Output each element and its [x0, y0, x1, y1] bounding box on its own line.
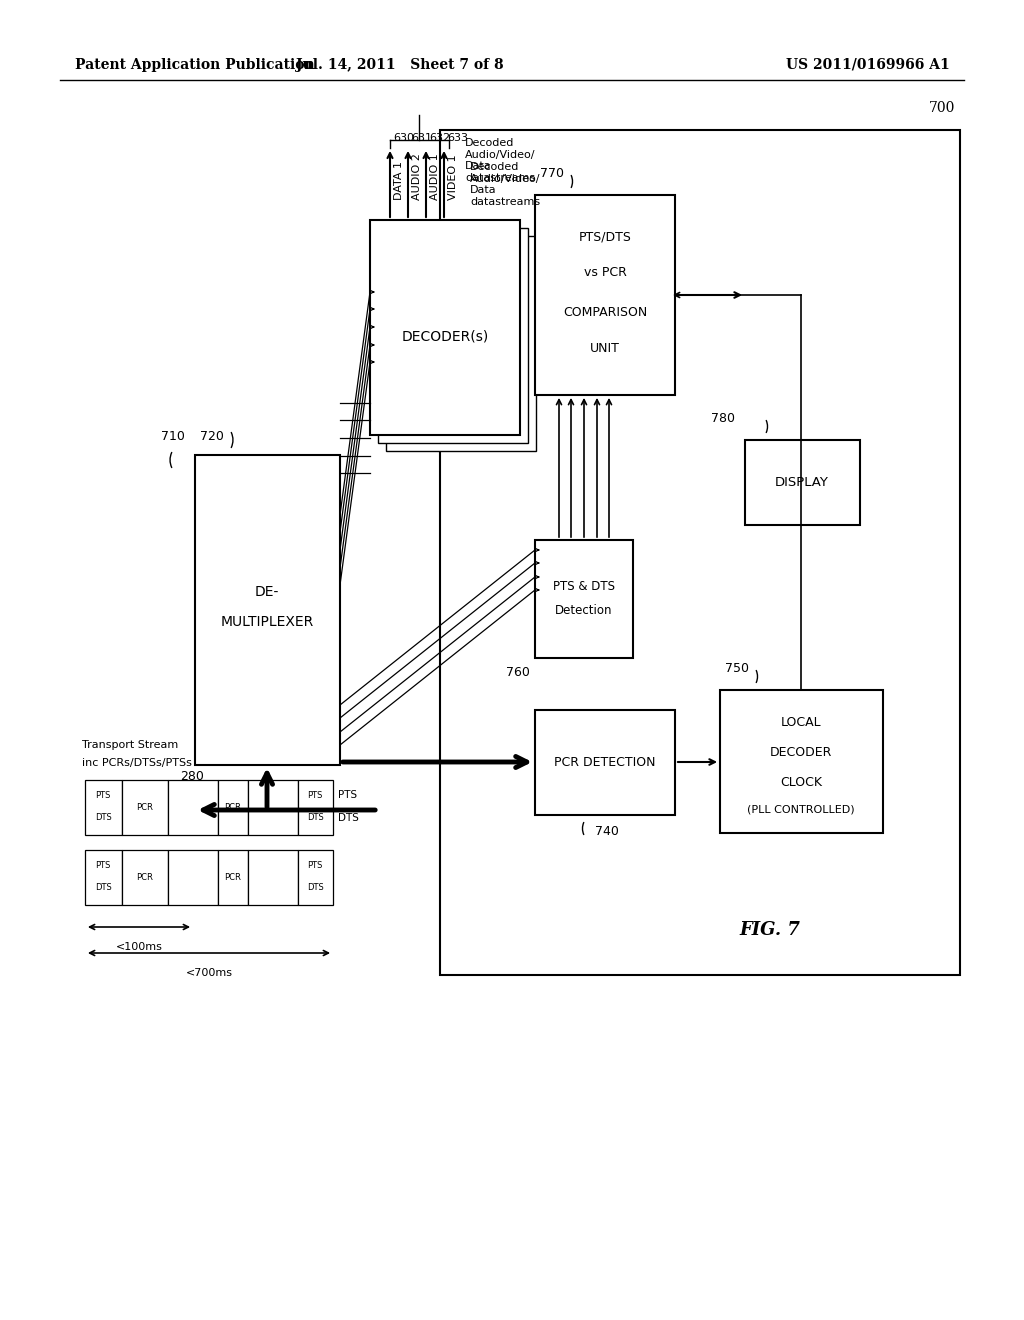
- Text: AUDIO 2: AUDIO 2: [412, 153, 422, 201]
- Text: 700: 700: [929, 102, 955, 115]
- Text: DATA 1: DATA 1: [394, 161, 404, 201]
- Text: PTS: PTS: [95, 792, 111, 800]
- Text: DTS: DTS: [94, 813, 112, 822]
- Text: DECODER(s): DECODER(s): [401, 330, 488, 345]
- Text: Detection: Detection: [555, 605, 612, 618]
- Bar: [298, 780, 333, 836]
- Text: PCR: PCR: [136, 803, 154, 812]
- Text: PCR: PCR: [224, 803, 242, 812]
- Text: AUDIO 1: AUDIO 1: [430, 153, 440, 201]
- Text: Decoded
Audio/Video/
Data
datastreams: Decoded Audio/Video/ Data datastreams: [465, 139, 536, 182]
- Text: 710: 710: [161, 430, 185, 444]
- Text: <700ms: <700ms: [185, 968, 232, 978]
- Bar: [378, 228, 528, 444]
- Text: 632: 632: [429, 133, 451, 143]
- Text: <100ms: <100ms: [116, 942, 163, 952]
- Text: Transport Stream: Transport Stream: [82, 741, 178, 750]
- Text: DTS: DTS: [306, 883, 324, 892]
- Bar: [122, 850, 168, 906]
- Text: vs PCR: vs PCR: [584, 267, 627, 280]
- Text: 770: 770: [540, 168, 564, 180]
- Bar: [168, 850, 218, 906]
- Text: 630: 630: [393, 133, 414, 143]
- Text: 280: 280: [180, 770, 204, 783]
- Bar: [535, 710, 675, 814]
- Text: DISPLAY: DISPLAY: [775, 475, 829, 488]
- Bar: [248, 780, 298, 836]
- Bar: [386, 236, 536, 451]
- Text: DTS: DTS: [338, 813, 358, 822]
- Text: MULTIPLEXER: MULTIPLEXER: [220, 615, 313, 630]
- Bar: [195, 455, 340, 766]
- Text: Jul. 14, 2011   Sheet 7 of 8: Jul. 14, 2011 Sheet 7 of 8: [296, 58, 504, 73]
- Text: 760: 760: [506, 667, 530, 678]
- Text: 750: 750: [725, 663, 749, 675]
- Bar: [122, 780, 168, 836]
- Text: FIG. 7: FIG. 7: [739, 921, 801, 939]
- Text: PTS: PTS: [338, 789, 357, 800]
- Text: COMPARISON: COMPARISON: [563, 306, 647, 319]
- Bar: [85, 780, 122, 836]
- Text: PTS: PTS: [95, 862, 111, 870]
- Text: 740: 740: [595, 825, 618, 838]
- Bar: [218, 780, 248, 836]
- Text: UNIT: UNIT: [590, 342, 620, 355]
- Text: VIDEO 1: VIDEO 1: [449, 154, 458, 201]
- Bar: [370, 220, 520, 436]
- Text: 631: 631: [411, 133, 432, 143]
- Text: PTS/DTS: PTS/DTS: [579, 231, 632, 243]
- Text: DTS: DTS: [94, 883, 112, 892]
- Bar: [248, 850, 298, 906]
- Text: Patent Application Publication: Patent Application Publication: [75, 58, 314, 73]
- Text: Decoded
Audio/Video/
Data
datastreams: Decoded Audio/Video/ Data datastreams: [470, 162, 541, 207]
- Bar: [720, 690, 883, 833]
- Bar: [218, 850, 248, 906]
- Text: PTS & DTS: PTS & DTS: [553, 581, 615, 594]
- Text: PTS: PTS: [307, 862, 323, 870]
- Text: inc PCRs/DTSs/PTSs: inc PCRs/DTSs/PTSs: [82, 758, 191, 768]
- Bar: [298, 850, 333, 906]
- Text: PCR: PCR: [136, 873, 154, 882]
- Text: PCR DETECTION: PCR DETECTION: [554, 755, 655, 768]
- Bar: [535, 540, 633, 657]
- Text: 780: 780: [711, 412, 735, 425]
- Text: PTS: PTS: [307, 792, 323, 800]
- Text: DTS: DTS: [306, 813, 324, 822]
- Text: DE-: DE-: [255, 585, 280, 599]
- Bar: [535, 195, 675, 395]
- Text: LOCAL: LOCAL: [780, 715, 821, 729]
- Text: DECODER: DECODER: [770, 746, 833, 759]
- Bar: [168, 780, 218, 836]
- Text: (PLL CONTROLLED): (PLL CONTROLLED): [748, 805, 855, 814]
- Text: US 2011/0169966 A1: US 2011/0169966 A1: [786, 58, 950, 73]
- Bar: [745, 440, 860, 525]
- Text: 633: 633: [447, 133, 468, 143]
- Bar: [85, 850, 122, 906]
- Text: PCR: PCR: [224, 873, 242, 882]
- Text: 720: 720: [200, 430, 224, 444]
- Text: CLOCK: CLOCK: [780, 776, 822, 788]
- Bar: [440, 129, 961, 975]
